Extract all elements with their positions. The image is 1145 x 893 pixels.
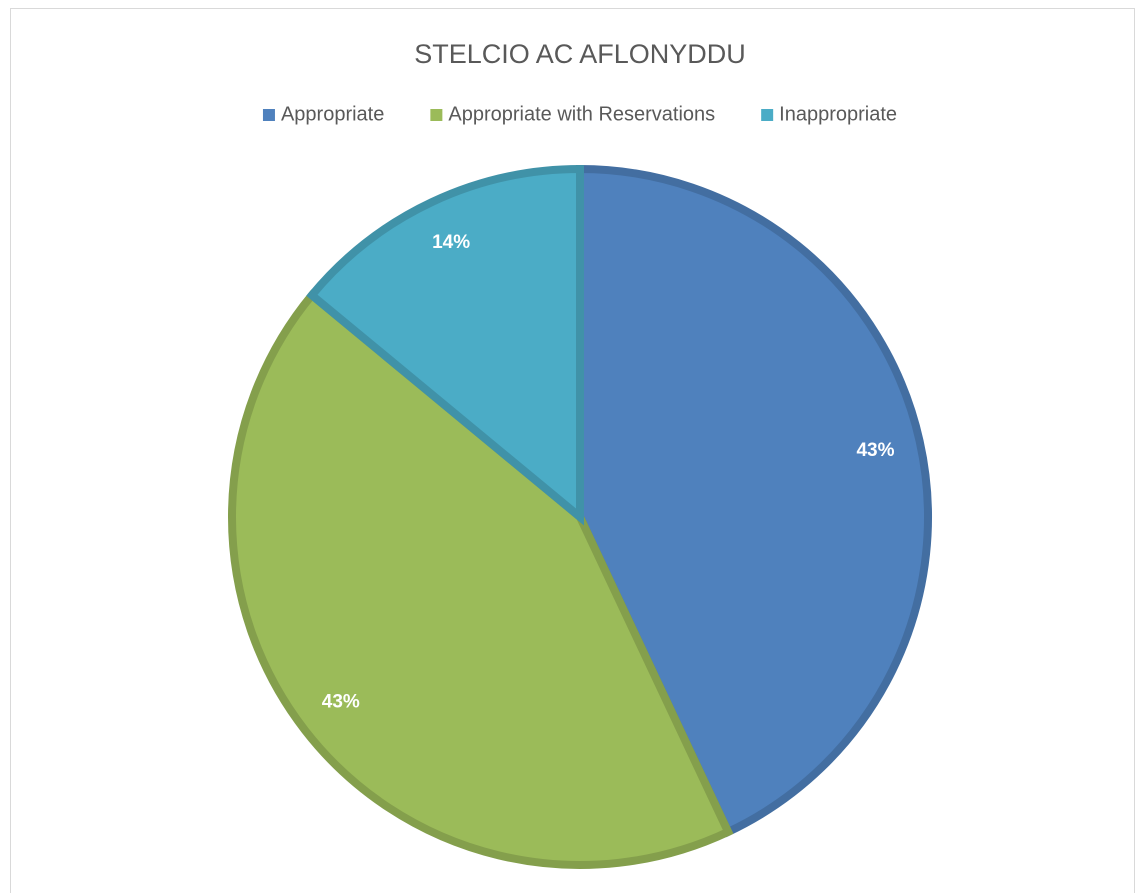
pie-slice [228,289,734,869]
chart-title: STELCIO AC AFLONYDDU [414,39,746,69]
data-label: 43% [856,440,894,461]
data-label: 43% [322,692,360,713]
legend-marker [262,109,275,121]
pie-slice [576,164,932,838]
legend-label: Inappropriate [779,103,897,125]
data-label: 14% [432,232,470,253]
legend-marker [761,109,774,121]
legend-label: Appropriate [281,103,384,125]
pie-slice [306,164,584,526]
legend-label: Appropriate with Reservations [448,103,715,125]
legend-marker [430,109,443,121]
